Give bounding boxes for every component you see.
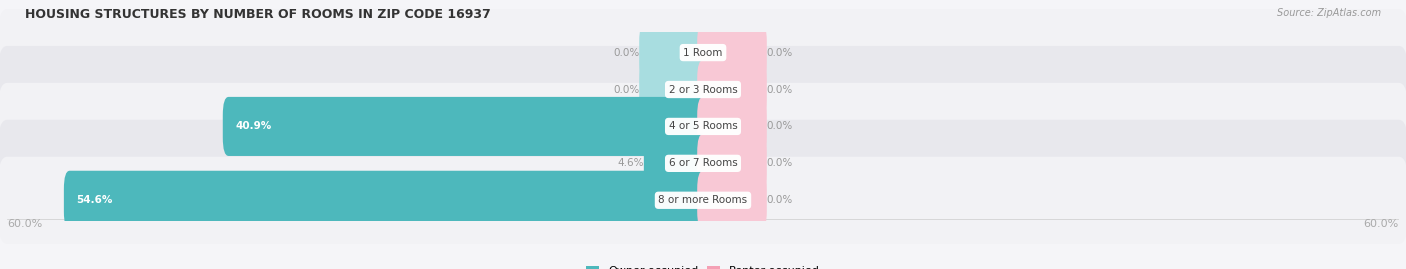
FancyBboxPatch shape (0, 120, 1406, 207)
FancyBboxPatch shape (640, 23, 709, 82)
Text: 0.0%: 0.0% (766, 195, 793, 205)
Text: 0.0%: 0.0% (613, 48, 640, 58)
FancyBboxPatch shape (644, 134, 709, 193)
Text: 8 or more Rooms: 8 or more Rooms (658, 195, 748, 205)
FancyBboxPatch shape (0, 157, 1406, 244)
FancyBboxPatch shape (697, 23, 766, 82)
Text: 4 or 5 Rooms: 4 or 5 Rooms (669, 121, 737, 132)
Text: 1 Room: 1 Room (683, 48, 723, 58)
Text: 60.0%: 60.0% (1364, 220, 1399, 229)
Text: 0.0%: 0.0% (766, 84, 793, 94)
FancyBboxPatch shape (222, 97, 709, 156)
FancyBboxPatch shape (697, 97, 766, 156)
FancyBboxPatch shape (697, 134, 766, 193)
Legend: Owner-occupied, Renter-occupied: Owner-occupied, Renter-occupied (581, 261, 825, 269)
FancyBboxPatch shape (0, 9, 1406, 96)
FancyBboxPatch shape (697, 60, 766, 119)
Text: 2 or 3 Rooms: 2 or 3 Rooms (669, 84, 737, 94)
FancyBboxPatch shape (640, 60, 709, 119)
Text: 40.9%: 40.9% (236, 121, 271, 132)
FancyBboxPatch shape (0, 83, 1406, 170)
Text: 0.0%: 0.0% (613, 84, 640, 94)
Text: 0.0%: 0.0% (766, 121, 793, 132)
Text: 60.0%: 60.0% (7, 220, 42, 229)
Text: 54.6%: 54.6% (76, 195, 112, 205)
Text: HOUSING STRUCTURES BY NUMBER OF ROOMS IN ZIP CODE 16937: HOUSING STRUCTURES BY NUMBER OF ROOMS IN… (25, 8, 491, 21)
Text: Source: ZipAtlas.com: Source: ZipAtlas.com (1277, 8, 1381, 18)
Text: 6 or 7 Rooms: 6 or 7 Rooms (669, 158, 737, 168)
FancyBboxPatch shape (0, 46, 1406, 133)
FancyBboxPatch shape (697, 171, 766, 230)
Text: 0.0%: 0.0% (766, 158, 793, 168)
Text: 4.6%: 4.6% (617, 158, 644, 168)
Text: 0.0%: 0.0% (766, 48, 793, 58)
FancyBboxPatch shape (63, 171, 709, 230)
